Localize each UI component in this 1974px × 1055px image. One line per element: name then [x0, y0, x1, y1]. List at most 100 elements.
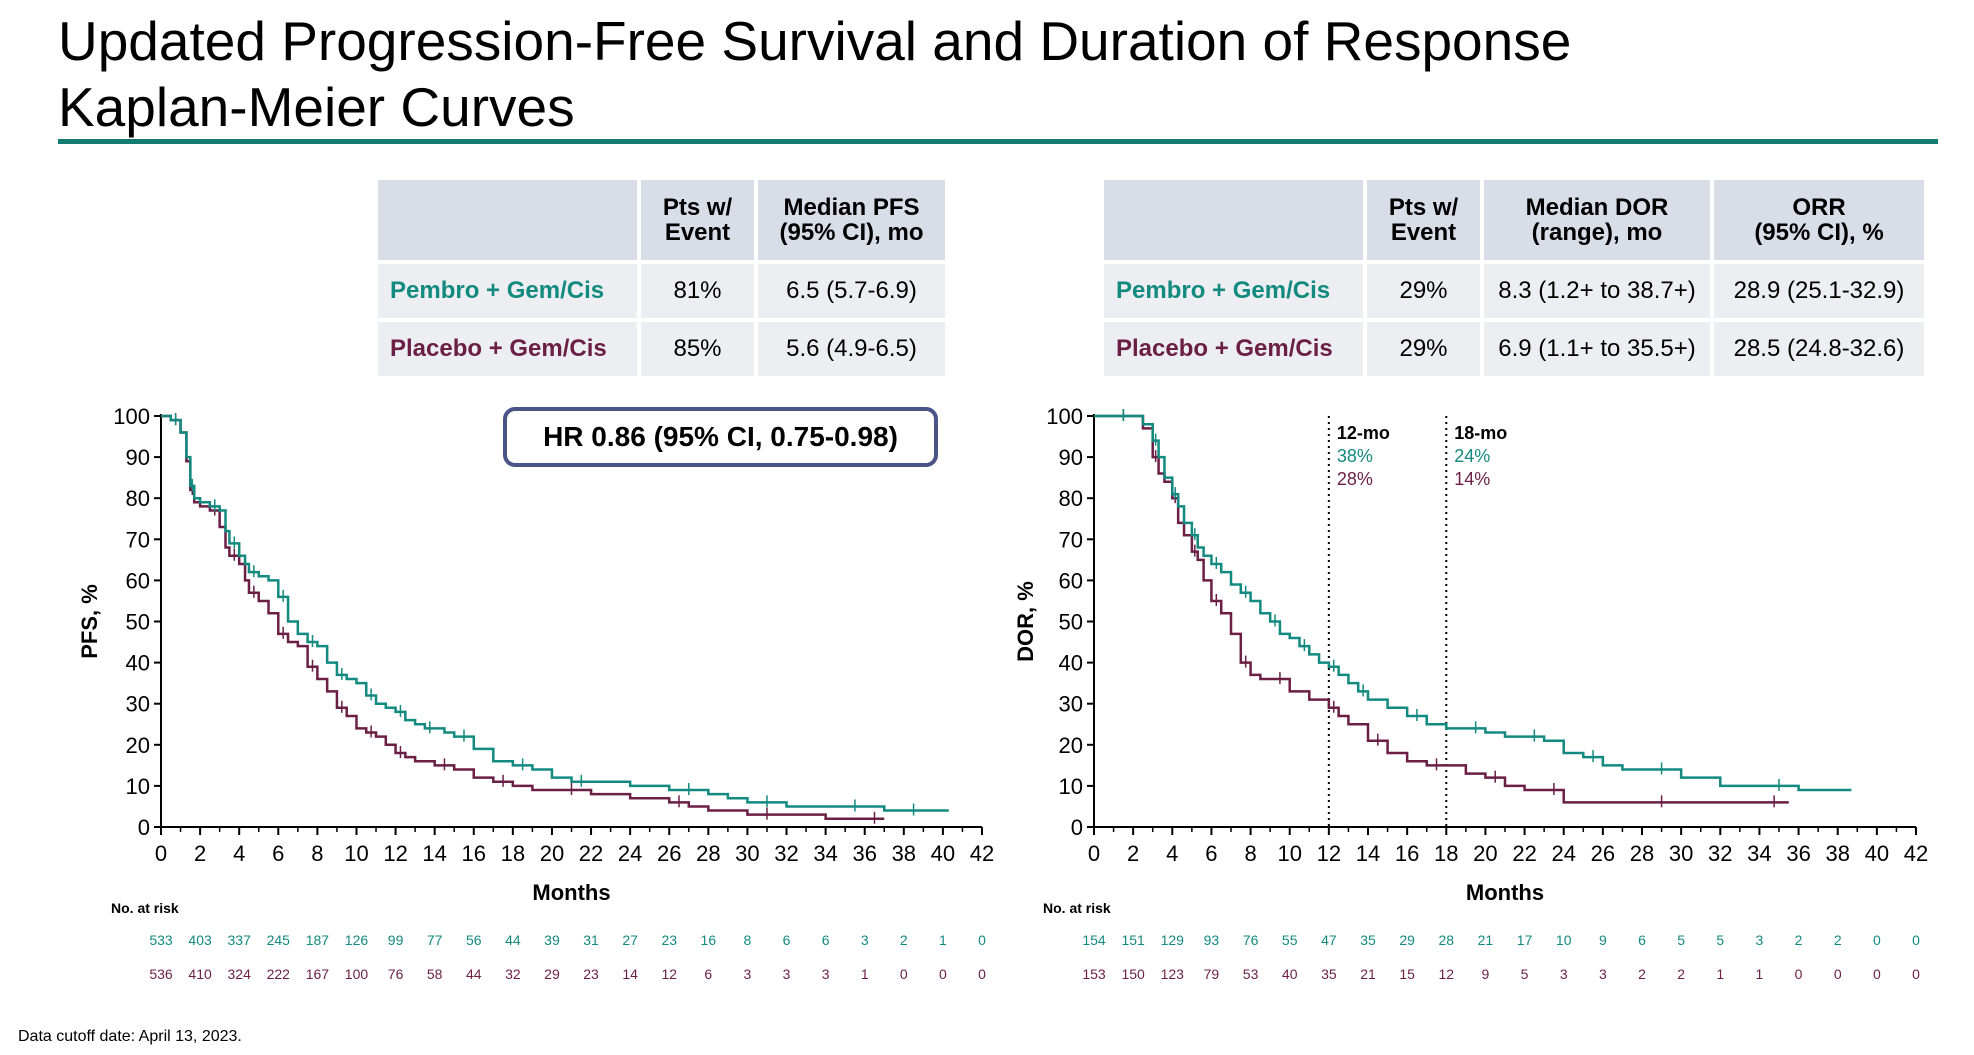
y-tick-label: 0	[1071, 815, 1083, 840]
at-risk-placebo-value: 35	[1321, 966, 1337, 982]
at-risk-pembro-value: 337	[228, 932, 252, 948]
at-risk-pembro-value: 2	[1795, 932, 1803, 948]
y-tick-label: 20	[126, 733, 150, 758]
x-tick-label: 30	[735, 841, 759, 866]
at-risk-placebo-value: 14	[622, 966, 638, 982]
dor-event-pembro: 29%	[1367, 264, 1480, 318]
at-risk-pembro-value: 6	[1638, 932, 1646, 948]
at-risk-pembro-value: 28	[1438, 932, 1454, 948]
table-row: Pembro + Gem/Cis 29% 8.3 (1.2+ to 38.7+)…	[1104, 264, 1924, 318]
at-risk-placebo-value: 324	[228, 966, 252, 982]
at-risk-pembro-value: 2	[1834, 932, 1842, 948]
at-risk-pembro-value: 9	[1599, 932, 1607, 948]
hazard-ratio-box: HR 0.86 (95% CI, 0.75-0.98)	[503, 407, 938, 467]
at-risk-pembro-value: 29	[1399, 932, 1415, 948]
at-risk-pembro-value: 3	[1756, 932, 1764, 948]
x-tick-label: 2	[1127, 841, 1139, 866]
y-tick-label: 10	[126, 774, 150, 799]
x-tick-label: 40	[1865, 841, 1889, 866]
at-risk-pembro-value: 8	[744, 932, 752, 948]
x-tick-label: 30	[1669, 841, 1693, 866]
x-tick-label: 14	[422, 841, 446, 866]
x-tick-label: 24	[1551, 841, 1575, 866]
dor-arm-placebo: Placebo + Gem/Cis	[1104, 322, 1363, 376]
x-tick-label: 26	[657, 841, 681, 866]
at-risk-placebo-value: 150	[1121, 966, 1145, 982]
pfs-median-placebo: 5.6 (4.9-6.5)	[758, 322, 945, 376]
at-risk-placebo-value: 5	[1521, 966, 1529, 982]
y-tick-label: 50	[1059, 610, 1083, 635]
x-tick-label: 22	[1512, 841, 1536, 866]
at-risk-pembro-value: 44	[505, 932, 521, 948]
at-risk-placebo-value: 0	[1834, 966, 1842, 982]
x-tick-label: 34	[1747, 841, 1771, 866]
x-tick-label: 42	[1904, 841, 1928, 866]
landmark-placebo-value: 14%	[1454, 469, 1490, 489]
dor-header-arm	[1104, 180, 1363, 260]
at-risk-placebo-value: 536	[149, 966, 173, 982]
placebo-survival-curve	[1094, 414, 1789, 804]
at-risk-placebo-value: 3	[1599, 966, 1607, 982]
at-risk-placebo-value: 153	[1082, 966, 1106, 982]
x-tick-label: 16	[462, 841, 486, 866]
x-tick-label: 36	[852, 841, 876, 866]
x-tick-label: 0	[1088, 841, 1100, 866]
at-risk-placebo-value: 0	[978, 966, 986, 982]
at-risk-placebo-value: 12	[661, 966, 677, 982]
x-tick-label: 38	[892, 841, 916, 866]
at-risk-pembro-value: 47	[1321, 932, 1337, 948]
at-risk-pembro-value: 77	[427, 932, 443, 948]
at-risk-pembro-value: 1	[939, 932, 947, 948]
y-axis-title: PFS, %	[77, 584, 102, 659]
at-risk-placebo-value: 6	[704, 966, 712, 982]
y-tick-label: 100	[1046, 404, 1083, 429]
x-tick-label: 36	[1786, 841, 1810, 866]
x-tick-label: 4	[233, 841, 245, 866]
pfs-event-placebo: 85%	[641, 322, 754, 376]
table-row: Placebo + Gem/Cis 85% 5.6 (4.9-6.5)	[378, 322, 945, 376]
at-risk-pembro-value: 403	[188, 932, 212, 948]
at-risk-pembro-value: 39	[544, 932, 560, 948]
at-risk-pembro-value: 5	[1716, 932, 1724, 948]
x-tick-label: 28	[1630, 841, 1654, 866]
x-tick-label: 10	[1277, 841, 1301, 866]
y-axis-title: DOR, %	[1013, 581, 1038, 662]
pfs-header-arm	[378, 180, 637, 260]
x-tick-label: 32	[774, 841, 798, 866]
pfs-median-pembro: 6.5 (5.7-6.9)	[758, 264, 945, 318]
x-tick-label: 12	[383, 841, 407, 866]
table-row: Pembro + Gem/Cis 81% 6.5 (5.7-6.9)	[378, 264, 945, 318]
pfs-summary-table: Pts w/ Event Median PFS (95% CI), mo Pem…	[374, 176, 949, 380]
title-line-2: Kaplan-Meier Curves	[58, 76, 575, 138]
pfs-arm-placebo: Placebo + Gem/Cis	[378, 322, 637, 376]
x-tick-label: 18	[501, 841, 525, 866]
at-risk-placebo-value: 32	[505, 966, 521, 982]
pfs-arm-pembro: Pembro + Gem/Cis	[378, 264, 637, 318]
at-risk-pembro-value: 126	[345, 932, 369, 948]
at-risk-placebo-value: 29	[544, 966, 560, 982]
table-row: Placebo + Gem/Cis 29% 6.9 (1.1+ to 35.5+…	[1104, 322, 1924, 376]
at-risk-pembro-value: 0	[1912, 932, 1920, 948]
at-risk-placebo-value: 3	[744, 966, 752, 982]
at-risk-label: No. at risk	[1043, 900, 1111, 916]
at-risk-pembro-value: 23	[661, 932, 677, 948]
y-tick-label: 70	[1059, 527, 1083, 552]
dor-orr-placebo: 28.5 (24.8-32.6)	[1714, 322, 1924, 376]
at-risk-pembro-value: 6	[822, 932, 830, 948]
y-tick-label: 60	[1059, 568, 1083, 593]
x-tick-label: 42	[970, 841, 994, 866]
at-risk-pembro-value: 6	[783, 932, 791, 948]
at-risk-pembro-value: 93	[1204, 932, 1220, 948]
at-risk-placebo-value: 23	[583, 966, 599, 982]
x-tick-label: 18	[1434, 841, 1458, 866]
at-risk-placebo-value: 0	[1873, 966, 1881, 982]
at-risk-pembro-value: 151	[1121, 932, 1145, 948]
at-risk-placebo-value: 53	[1243, 966, 1259, 982]
at-risk-pembro-value: 154	[1082, 932, 1106, 948]
x-tick-label: 14	[1356, 841, 1380, 866]
y-tick-label: 90	[1059, 445, 1083, 470]
y-tick-label: 50	[126, 610, 150, 635]
x-tick-label: 24	[618, 841, 642, 866]
at-risk-pembro-value: 56	[466, 932, 482, 948]
